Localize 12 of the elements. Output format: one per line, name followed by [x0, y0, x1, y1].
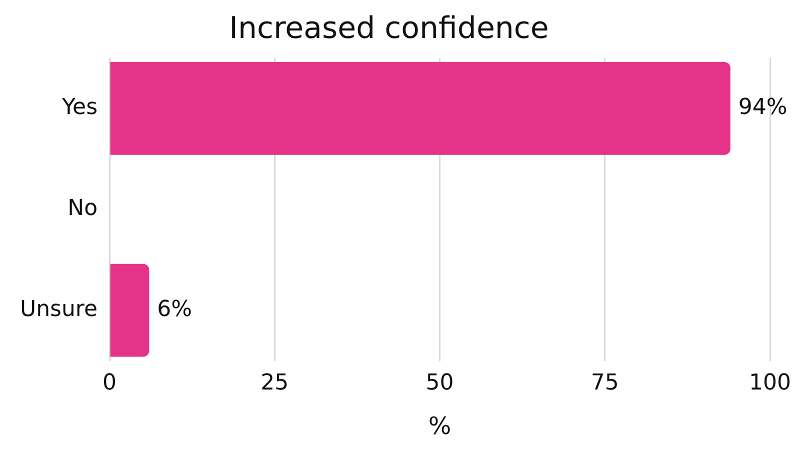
x-tick-label: 75 — [590, 370, 619, 396]
chart-title: Increased confidence — [229, 10, 549, 46]
x-tick-label: 0 — [102, 370, 117, 396]
data-label: 6% — [157, 297, 192, 322]
x-tick-label: 50 — [426, 370, 454, 396]
x-tick-label: 25 — [260, 370, 289, 396]
data-label: 94% — [738, 95, 788, 120]
y-tick-label: Yes — [61, 95, 98, 120]
x-axis-title: % — [428, 412, 452, 440]
y-tick-label: No — [68, 196, 98, 222]
x-tick-label: 100 — [749, 370, 791, 396]
y-tick-label: Unsure — [20, 297, 98, 322]
